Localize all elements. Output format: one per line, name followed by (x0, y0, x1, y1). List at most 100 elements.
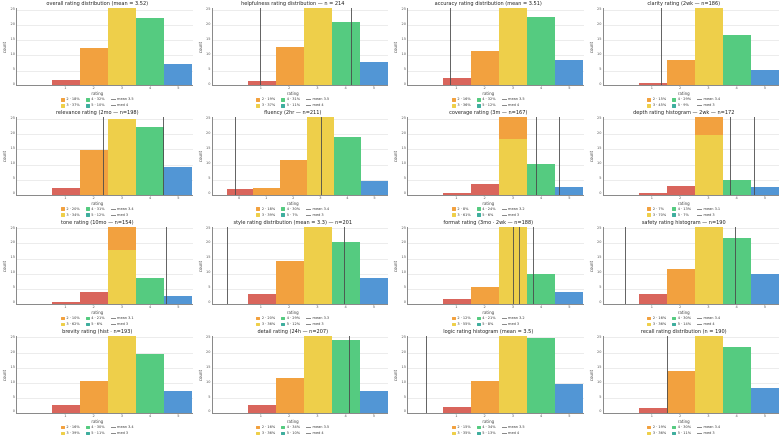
bar-b (555, 59, 584, 86)
bar-r (638, 407, 667, 413)
legend-label: 3 · 45% (652, 103, 667, 108)
y-tick: 15 (597, 146, 602, 151)
legend-item: 5 · 6% (85, 321, 105, 327)
legend-swatch-icon (281, 322, 286, 326)
bar-y (499, 8, 528, 86)
legend-label: 4 · 21% (482, 315, 496, 320)
bar-o (471, 380, 500, 413)
legend-swatch-icon (256, 104, 261, 108)
legend-label: 2 · 7% (652, 206, 664, 211)
y-axis-label: count (588, 150, 594, 163)
chart-body: count 25 20 15 10 5 0 (198, 226, 388, 305)
x-tick-labels: 1 2 3 4 5 (407, 196, 584, 201)
legend-swatch-icon (85, 213, 90, 217)
y-tick: 25 (597, 7, 602, 11)
legend-label: 4 · 13% (677, 206, 692, 211)
y-tick: 25 (206, 7, 211, 11)
legend-label: med 4 (312, 103, 324, 108)
legend-dash-icon (697, 208, 703, 210)
bar-g (722, 238, 751, 304)
chart-title: recall rating distribution (n = 190) (640, 328, 727, 335)
x-tick: 1 (455, 86, 458, 91)
legend-label: 4 · 21% (91, 315, 105, 320)
legend-item: 4 · 31% (281, 97, 300, 103)
y-axis: count 25 20 15 10 5 0 (393, 7, 407, 86)
bar-stack-o (108, 226, 137, 250)
marker-vline (536, 117, 538, 195)
legend-dash-icon (306, 105, 312, 107)
bar-o (275, 46, 304, 86)
legend-swatch-icon (281, 431, 286, 436)
y-tick: 0 (12, 190, 15, 195)
y-tick-labels: 25 20 15 10 5 0 (8, 7, 16, 86)
y-tick: 15 (597, 255, 602, 260)
legend-item: 3 · 34% (60, 212, 80, 218)
legend-label: med 3 (508, 212, 520, 217)
legend-label: 4 · 29% (286, 315, 301, 320)
legend-label: 4 · 34% (482, 425, 496, 429)
x-tick: 2 (483, 414, 486, 418)
legend-swatch-icon (476, 316, 481, 320)
y-tick: 10 (401, 379, 406, 384)
legend-swatch-icon (281, 207, 286, 211)
legend-item: 3 · 37% (256, 103, 275, 109)
x-tick: 2 (292, 195, 295, 200)
bar-b (359, 62, 388, 86)
marker-vline (321, 117, 323, 195)
x-tick: 5 (177, 414, 180, 418)
bar-g (136, 353, 165, 413)
chart-title: depth rating histogram — 2wk — n=172 (633, 110, 735, 117)
x-tick-labels: 1 2 3 4 5 (212, 86, 389, 91)
legend-item: mean 3.3 (306, 315, 329, 321)
chart-title: brevity rating (hist · n=193) (62, 328, 133, 335)
legend-swatch-icon (60, 98, 65, 102)
y-tick: 20 (10, 349, 15, 354)
bar-r (638, 294, 667, 304)
legend-item: 3 · 35% (451, 431, 471, 437)
x-tick: 3 (316, 304, 319, 309)
x-tick: 2 (679, 304, 682, 309)
bar-g (331, 241, 360, 304)
y-tick: 20 (401, 349, 406, 354)
y-tick: 25 (206, 334, 211, 339)
legend-dash-icon (110, 427, 116, 428)
bar-o (275, 261, 304, 304)
legend-item: 4 · 29% (672, 97, 691, 103)
legend-item: 4 · 31% (85, 206, 105, 212)
legend-item: 5 · 11% (281, 103, 300, 109)
marker-vline (661, 8, 663, 86)
x-axis-label: rating (286, 419, 299, 424)
legend-swatch-icon (60, 322, 65, 326)
y-tick: 25 (597, 225, 602, 230)
bar-r (247, 405, 276, 413)
bar-y (307, 117, 335, 195)
chart-cell: detail rating (24h — n=207) count 25 20 15… (196, 328, 392, 437)
bar-stack-o (694, 117, 723, 136)
x-tick: 5 (763, 86, 766, 91)
y-tick: 10 (597, 379, 602, 384)
legend-item: mean 3.4 (697, 315, 720, 321)
y-tick: 15 (206, 364, 211, 369)
legend-label: 2 · 8% (457, 206, 469, 211)
marker-vline (624, 226, 626, 304)
bar-g (527, 338, 556, 413)
x-tick: 4 (735, 86, 738, 91)
y-axis: count 25 20 15 10 5 0 (393, 335, 407, 414)
legend-swatch-icon (256, 322, 261, 326)
y-tick: 5 (403, 66, 406, 71)
legend-item: 5 · 7% (281, 212, 300, 218)
legend-item: mean 3.4 (306, 206, 329, 212)
legend-label: 3 · 36% (652, 431, 667, 435)
y-axis: count 25 20 15 10 5 0 (2, 7, 16, 86)
y-tick: 5 (599, 66, 602, 71)
legend-item: mean 3.1 (697, 206, 720, 212)
legend-label: 3 · 37% (66, 103, 80, 108)
y-tick: 25 (401, 7, 406, 11)
x-tick: 1 (64, 414, 67, 418)
bar-r (638, 82, 667, 86)
legend-label: med 4 (703, 321, 715, 326)
x-tick-labels: 1 2 3 4 5 (603, 414, 780, 419)
x-tick: 3 (319, 195, 322, 200)
legend-dash-icon (501, 214, 507, 216)
bar-b (555, 292, 584, 304)
